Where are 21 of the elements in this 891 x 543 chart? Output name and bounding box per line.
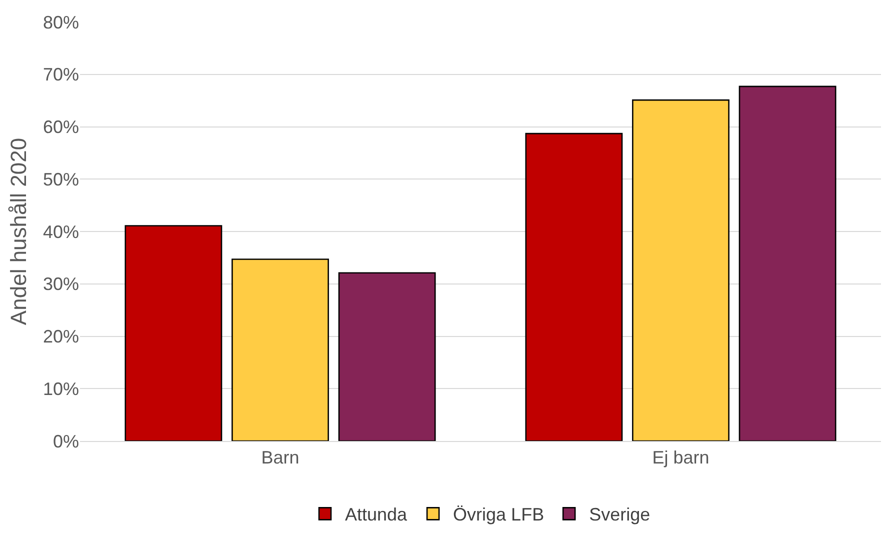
bar	[738, 86, 836, 441]
x-tick-label: Barn	[261, 448, 300, 468]
y-tick-label: 20%	[42, 326, 79, 347]
bar	[124, 225, 222, 441]
y-tick-label: 0%	[52, 431, 79, 452]
y-tick-label: 60%	[42, 117, 79, 138]
y-axis-title: Andel hushåll 2020	[6, 138, 31, 326]
bar	[525, 132, 623, 441]
y-tick-label: 10%	[42, 378, 79, 399]
bar	[632, 99, 730, 441]
y-tick-label: 80%	[42, 12, 79, 32]
y-tick-label: 50%	[42, 169, 79, 190]
y-tick-label: 70%	[42, 64, 79, 85]
legend-label: Attunda	[345, 504, 408, 525]
y-tick-label: 40%	[42, 222, 79, 242]
legend-label: Sverige	[589, 504, 650, 525]
bar	[338, 272, 436, 441]
bar	[232, 258, 329, 441]
legend-label: Övriga LFB	[453, 504, 544, 525]
y-tick-label: 30%	[42, 274, 79, 294]
x-tick-label: Ej barn	[652, 448, 710, 468]
